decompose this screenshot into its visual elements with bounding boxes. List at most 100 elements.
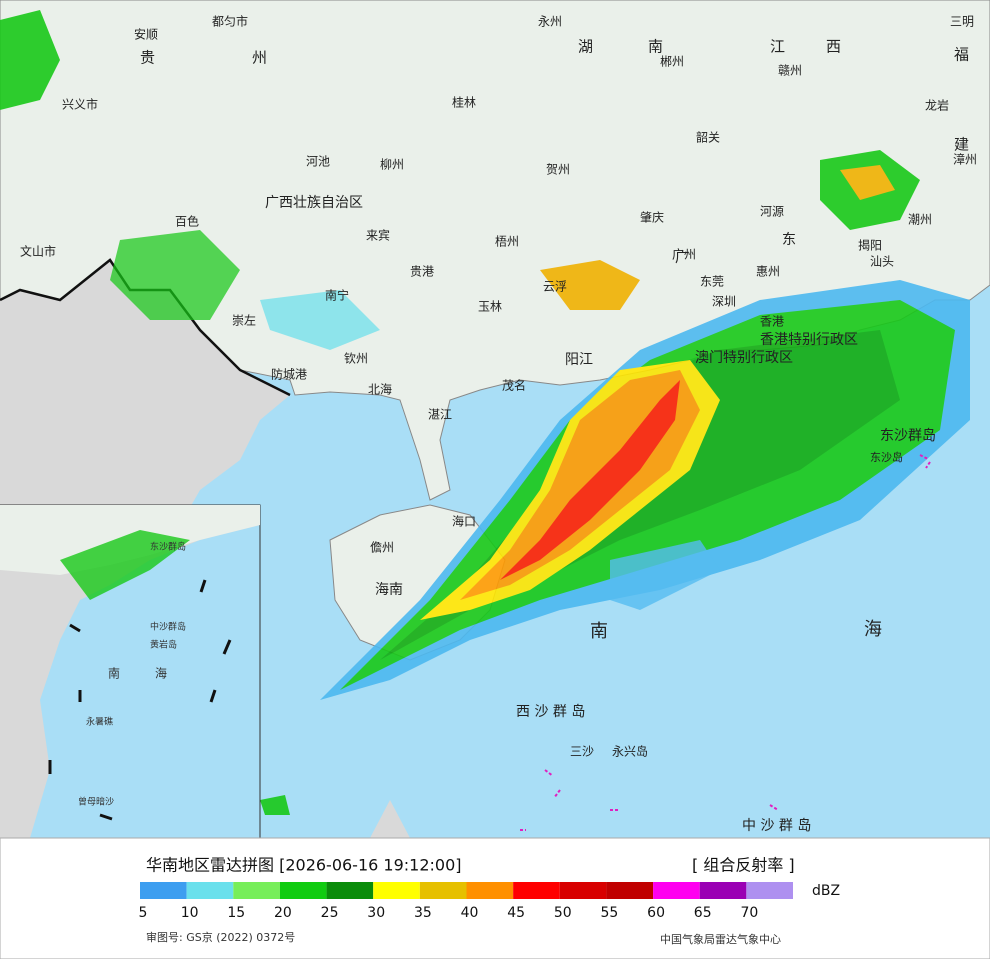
place-label: 桂林	[452, 95, 476, 110]
island-outline	[520, 454, 931, 831]
place-label: 福	[954, 46, 969, 64]
place-label: 河源	[760, 205, 784, 219]
inset-land	[0, 505, 260, 838]
legend-swatch	[513, 882, 560, 899]
place-label: 广	[675, 250, 689, 266]
inset-label: 曾母暗沙	[78, 796, 114, 808]
place-label: 梧州	[495, 234, 519, 249]
place-label: 百色	[175, 215, 199, 229]
inset-label: 海	[155, 666, 167, 681]
legend-label: 35	[414, 905, 432, 921]
place-label: 南宁	[325, 288, 349, 303]
place-label: 潮州	[908, 212, 932, 227]
legend-label: 30	[367, 905, 385, 921]
place-label: 建	[954, 136, 969, 154]
place-label: 香港特别行政区	[760, 332, 858, 348]
legend-label: 25	[321, 905, 339, 921]
place-label: 惠州	[756, 265, 780, 279]
place-label: 贵港	[410, 265, 434, 279]
land-bit	[370, 800, 410, 838]
place-label: 赣州	[778, 64, 802, 78]
inset-label: 中沙群岛	[150, 621, 186, 633]
place-label: 郴州	[660, 55, 684, 69]
place-label: 河池	[306, 155, 330, 169]
legend-label: 20	[274, 905, 292, 921]
place-label: 江	[770, 38, 785, 56]
place-label: 柳州	[380, 158, 404, 172]
legend-swatch	[653, 882, 700, 899]
legend-swatch	[233, 882, 280, 899]
place-label: 深圳	[712, 295, 736, 309]
place-label: 三明	[950, 15, 974, 29]
legend-label: 10	[181, 905, 199, 921]
place-label: 玉林	[478, 300, 502, 314]
inset-label: 黄岩岛	[150, 639, 177, 651]
place-label: 南	[648, 38, 663, 56]
place-label: 北海	[368, 382, 392, 397]
place-label: 文山市	[20, 244, 56, 259]
place-label: 汕头	[870, 255, 894, 269]
place-label: 湛江	[428, 408, 452, 422]
legend-panel: 华南地区雷达拼图 [2026-06-16 19:12:00] [ 组合反射率 ]…	[0, 837, 990, 960]
place-label: 贺州	[546, 163, 570, 177]
inset-label: 永暑礁	[86, 716, 113, 728]
legend-swatch	[279, 882, 327, 899]
place-label: 香港	[760, 315, 784, 329]
place-label: 三沙	[570, 745, 594, 759]
place-label: 西	[826, 38, 841, 56]
place-label: 中 沙 群 岛	[742, 818, 811, 834]
place-label: 东沙岛	[870, 450, 903, 464]
place-label: 贵	[140, 49, 155, 67]
legend: 5 10 15 20 25 30 35 40 45 50 55 60 65 70	[139, 882, 793, 921]
nine-dash	[48, 579, 232, 821]
legend-swatch	[746, 882, 793, 899]
place-label: 东	[782, 232, 796, 248]
legend-label: 60	[647, 905, 665, 921]
place-label: 海口	[452, 514, 476, 529]
place-label: 茂名	[502, 378, 526, 393]
place-label: 钦州	[344, 352, 368, 366]
place-label: 州	[252, 49, 267, 67]
place-label: 永兴岛	[612, 744, 648, 759]
place-label: 永州	[538, 15, 562, 29]
place-label: 湖	[578, 38, 593, 56]
legend-swatch	[326, 882, 374, 899]
legend-swatch	[559, 882, 607, 899]
place-label: 都匀市	[212, 14, 248, 29]
place-label: 龙岩	[925, 98, 949, 113]
place-label: 云浮	[543, 280, 567, 294]
legend-label: 70	[740, 905, 758, 921]
source: 中国气象局雷达气象中心	[660, 932, 781, 946]
place-label: 广州	[672, 248, 696, 262]
radar-echo	[0, 10, 970, 815]
place-label: 来宾	[366, 228, 390, 243]
legend-swatch	[373, 882, 420, 899]
legend-label: 5	[139, 905, 148, 921]
legend-swatch	[606, 882, 654, 899]
place-label: 儋州	[370, 541, 394, 555]
place-label: 揭阳	[858, 238, 882, 253]
legend-swatch	[466, 882, 514, 899]
place-label: 安顺	[134, 27, 158, 42]
place-label: 崇左	[232, 313, 256, 328]
place-label: 漳州	[953, 152, 977, 167]
legend-swatch	[419, 882, 467, 899]
legend-label: 15	[227, 905, 245, 921]
place-label: 韶关	[696, 130, 720, 145]
place-label: 澳门特别行政区	[695, 350, 793, 366]
inset-label: 东沙群岛	[150, 541, 186, 553]
legend-swatch	[186, 882, 234, 899]
inset-label: 南	[108, 666, 120, 681]
place-label: 肇庆	[640, 210, 664, 225]
legend-label: 50	[554, 905, 572, 921]
place-label: 兴义市	[62, 97, 98, 112]
legend-label: 55	[601, 905, 619, 921]
legend-unit: dBZ	[812, 883, 840, 899]
legend-swatch	[140, 882, 187, 899]
place-label: 阳江	[565, 352, 593, 368]
place-label: 海	[864, 619, 882, 640]
place-label: 防城港	[271, 367, 307, 382]
